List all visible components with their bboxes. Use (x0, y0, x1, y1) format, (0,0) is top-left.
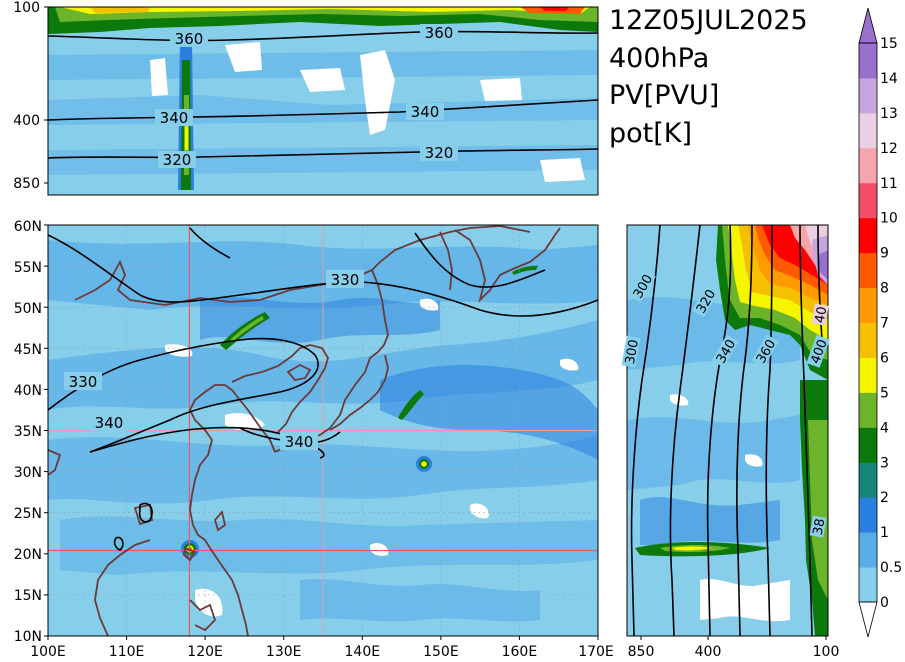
colorbar-tick-label: 8 (880, 281, 889, 297)
right-theta-contours (630, 225, 823, 636)
lat-tick: 35N (14, 424, 42, 440)
lat-tick: 55N (14, 260, 42, 276)
top-cross-section-panel: 360 360 340 340 320 320 100 400 850 (13, 0, 599, 196)
right-x-tick: 850 (628, 644, 655, 660)
right-contour-label: 300 (623, 338, 642, 365)
colorbar-segment (859, 43, 877, 79)
colorbar-tick-label: 5 (880, 385, 889, 401)
colorbar-tick-label: 14 (880, 71, 898, 87)
lat-tick: 40N (14, 383, 42, 399)
right-cross-section-panel: 300 300 320 340 360 400 40 38 850 400 10… (621, 224, 840, 660)
top-contour-label: 340 (160, 109, 189, 127)
colorbar-tick-label: 15 (880, 36, 898, 52)
right-x-tick: 400 (695, 644, 722, 660)
top-contour-label: 360 (425, 24, 454, 42)
lon-tick: 140E (345, 644, 381, 660)
map-lat-axis: 10N 15N 20N 25N 30N 35N 40N 45N 50N 55N … (14, 219, 48, 645)
lon-tick: 150E (423, 644, 459, 660)
colorbar-tick-label: 9 (880, 246, 889, 262)
lon-tick: 120E (187, 644, 223, 660)
colorbar-segment (859, 427, 877, 463)
right-contour-label: 38 (811, 517, 829, 536)
map-contour-label: 340 (95, 414, 124, 432)
colorbar-tick-label: 4 (880, 420, 889, 436)
title-line-level: 400hPa (609, 43, 709, 74)
lon-tick: 170E (578, 644, 614, 660)
title-line-contour-variable: pot[K] (609, 118, 692, 149)
colorbar-tick-label: 3 (880, 455, 889, 471)
top-contour-label: 360 (175, 30, 204, 48)
lat-tick: 15N (14, 588, 42, 604)
colorbar-segment (859, 532, 877, 568)
map-contour-label: 340 (285, 433, 314, 451)
colorbar-segment (859, 322, 877, 358)
map-contour-label: 330 (69, 373, 98, 391)
map-panel: 330 330 340 340 10N 15N 20N 25N 30N 35N … (14, 219, 614, 660)
lat-tick: 10N (14, 629, 42, 645)
colorbar-segment (859, 287, 877, 323)
colorbar-tick-label: 6 (880, 350, 889, 366)
lat-tick: 30N (14, 465, 42, 481)
lon-tick: 130E (266, 644, 302, 660)
title-line-date: 12Z05JUL2025 (609, 5, 808, 36)
top-contour-label: 320 (163, 151, 192, 169)
colorbar-segment (859, 392, 877, 428)
top-y-tick: 850 (13, 176, 40, 192)
colorbar-segment (859, 357, 877, 393)
colorbar-segment (859, 217, 877, 254)
top-panel-y-axis: 100 400 850 (13, 0, 48, 192)
colorbar-segment (859, 497, 877, 533)
title-block: 12Z05JUL2025 400hPa PV[PVU] pot[K] (609, 5, 808, 149)
colorbar-tick-label: 13 (880, 106, 898, 122)
colorbar-extend-min (858, 601, 878, 638)
colorbar-outline (858, 42, 878, 603)
right-contour-labels: 300 300 320 340 360 400 40 38 (621, 269, 831, 538)
colorbar-tick-label: 0 (880, 595, 889, 611)
colorbar-segment (859, 77, 877, 114)
title-line-variable: PV[PVU] (609, 80, 719, 111)
colorbar-tick-label: 1 (880, 525, 889, 541)
colorbar-segment (859, 112, 877, 149)
right-x-tick: 100 (813, 644, 840, 660)
top-y-tick: 100 (13, 0, 40, 16)
colorbar-segment (859, 147, 877, 184)
right-contour-label: 40 (813, 305, 831, 324)
colorbar-tick-label: 12 (880, 141, 898, 157)
colorbar-tick-label: 7 (880, 316, 889, 332)
colorbar-extend-max (858, 7, 878, 44)
right-panel-x-axis: 850 400 100 (628, 636, 840, 660)
lat-tick: 20N (14, 547, 42, 563)
map-lon-axis: 100E 110E 120E 130E 140E 150E 160E 170E (30, 636, 614, 660)
lon-tick: 160E (502, 644, 538, 660)
lat-tick: 45N (14, 342, 42, 358)
colorbar-segment (859, 462, 877, 498)
colorbar-tick-label: 0.5 (880, 560, 902, 576)
top-y-tick: 400 (13, 113, 40, 129)
lat-tick: 25N (14, 506, 42, 522)
top-contour-label: 340 (411, 103, 440, 121)
colorbar-segment (859, 252, 877, 289)
theta-contours (48, 227, 598, 551)
colorbar-segment (859, 567, 877, 603)
lat-tick: 60N (14, 219, 42, 235)
colorbar-tick-label: 11 (880, 176, 898, 192)
map-contour-label: 330 (331, 271, 360, 289)
colorbar-tick-label: 10 (880, 211, 898, 227)
top-contour-label: 320 (425, 144, 454, 162)
lon-tick: 100E (30, 644, 66, 660)
lon-tick: 110E (109, 644, 145, 660)
colorbar-tick-label: 2 (880, 490, 889, 506)
lat-tick: 50N (14, 301, 42, 317)
colorbar-segment (859, 182, 877, 219)
